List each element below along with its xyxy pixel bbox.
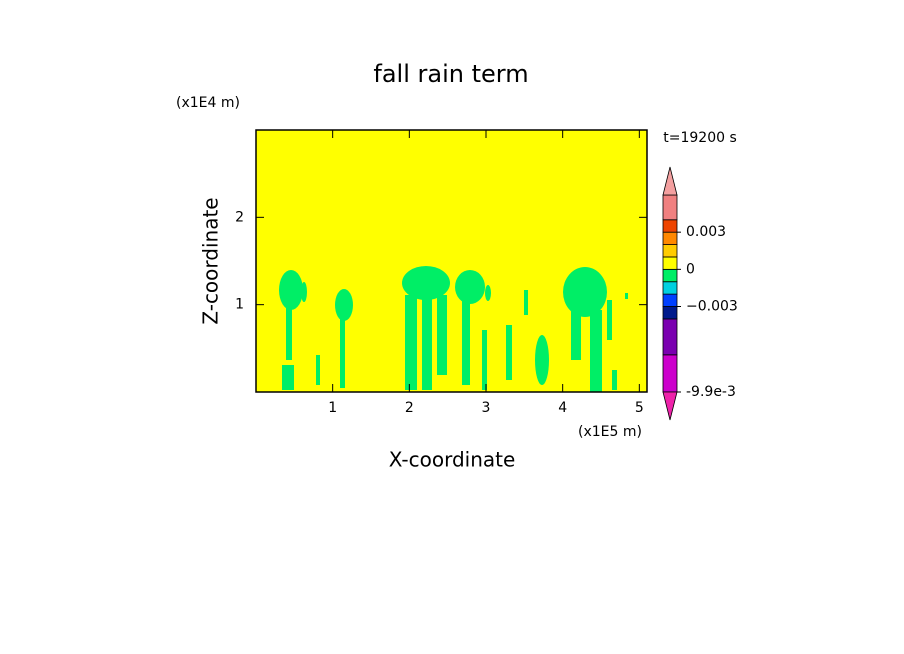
feature <box>422 295 432 390</box>
colorbar-box <box>662 268 678 283</box>
feature <box>563 267 607 317</box>
x-tick-label: 4 <box>558 400 567 416</box>
x-axis-label: X-coordinate <box>389 448 516 472</box>
feature <box>485 285 491 301</box>
feature <box>482 330 487 390</box>
feature <box>335 289 353 321</box>
colorbar-box <box>662 194 678 221</box>
colorbar-tick-label: 0 <box>686 261 695 277</box>
y-tick-label: 1 <box>235 297 244 313</box>
colorbar-box <box>662 306 678 320</box>
plot-frame <box>255 129 648 393</box>
feature <box>506 325 512 380</box>
x-tick-label: 3 <box>482 400 491 416</box>
colorbar-box <box>662 281 678 295</box>
feature <box>279 270 303 310</box>
x-tick-label: 2 <box>405 400 414 416</box>
feature <box>524 290 528 315</box>
colorbar-box <box>662 244 678 258</box>
feature <box>607 300 612 340</box>
chart-title: fall rain term <box>373 60 528 88</box>
feature <box>625 293 628 299</box>
colorbar-tick-label: −0.003 <box>686 299 738 315</box>
colorbar-extend <box>662 391 678 421</box>
feature <box>535 335 549 385</box>
feature <box>455 270 485 304</box>
field-background <box>256 130 647 392</box>
colorbar-box <box>662 354 678 393</box>
y-unit: (x1E4 m) <box>176 95 240 111</box>
feature <box>612 370 617 390</box>
x-tick-label: 5 <box>635 400 644 416</box>
colorbar-box <box>662 231 678 245</box>
y-axis-label: Z-coordinate <box>199 197 223 324</box>
colorbar-box <box>662 256 678 270</box>
feature <box>402 266 450 300</box>
field-features <box>279 266 628 392</box>
colorbar-extend <box>662 166 678 196</box>
colorbar-box <box>662 318 678 356</box>
time-annotation: t=19200 s <box>663 130 737 146</box>
x-tick-label: 1 <box>328 400 337 416</box>
y-tick-label: 2 <box>235 209 244 225</box>
feature <box>301 282 307 302</box>
feature <box>405 295 417 390</box>
feature <box>462 300 470 385</box>
feature <box>282 365 294 390</box>
x-unit: (x1E5 m) <box>578 424 642 440</box>
colorbar-box <box>662 219 678 233</box>
colorbar-tick-label: 0.003 <box>686 224 726 240</box>
feature <box>316 355 320 385</box>
feature <box>340 318 345 388</box>
colorbar-tick-label: -9.9e-3 <box>686 384 736 400</box>
feature <box>590 310 602 392</box>
colorbar-box <box>662 293 678 307</box>
feature <box>571 310 581 360</box>
feature <box>437 295 447 375</box>
feature <box>286 300 292 360</box>
